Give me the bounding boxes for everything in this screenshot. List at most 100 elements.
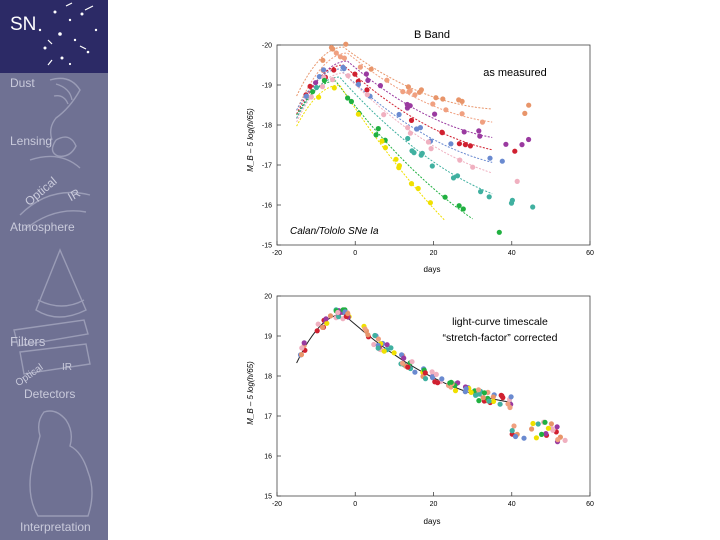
top-data-point bbox=[352, 71, 358, 77]
bottom-data-point bbox=[468, 389, 474, 395]
filters-label[interactable]: Filters bbox=[10, 334, 46, 349]
top-data-point bbox=[355, 111, 361, 117]
atmosphere-icon bbox=[19, 191, 91, 216]
top-data-point bbox=[526, 136, 532, 143]
top-data-point bbox=[313, 80, 319, 86]
top-xlabel: days bbox=[424, 265, 441, 274]
filter-icon bbox=[13, 319, 89, 347]
bottom-data-point bbox=[388, 345, 394, 351]
top-data-point bbox=[514, 178, 520, 184]
bottom-data-point bbox=[405, 364, 411, 370]
bottom-data-point bbox=[498, 392, 504, 398]
top-data-point bbox=[313, 84, 320, 91]
bottom-annotation-line2: “stretch-factor” corrected bbox=[443, 332, 558, 344]
top-data-point bbox=[508, 200, 515, 206]
top-data-point bbox=[530, 204, 536, 210]
top-annotation: as measured bbox=[483, 67, 547, 79]
bottom-ytick-label: 20 bbox=[264, 294, 272, 301]
top-data-point bbox=[526, 102, 532, 108]
bottom-data-point bbox=[299, 345, 305, 351]
bottom-data-point bbox=[452, 388, 459, 394]
detector-icon bbox=[19, 343, 91, 375]
bottom-data-point bbox=[497, 401, 503, 407]
dust-label[interactable]: Dust bbox=[10, 76, 35, 90]
bottom-data-point bbox=[375, 336, 381, 342]
top-data-point bbox=[496, 229, 502, 235]
top-data-point bbox=[486, 194, 492, 200]
top-data-point bbox=[316, 74, 322, 80]
top-data-point bbox=[343, 41, 349, 47]
bottom-data-point bbox=[384, 342, 390, 348]
bottom-data-point bbox=[530, 420, 536, 427]
top-data-point bbox=[429, 163, 435, 169]
bottom-data-point bbox=[555, 437, 561, 443]
top-fit-line-red bbox=[296, 64, 493, 151]
top-data-point bbox=[364, 87, 370, 93]
top-data-point bbox=[460, 206, 466, 212]
top-data-point bbox=[411, 150, 417, 156]
bottom-data-point bbox=[507, 404, 513, 411]
bottom-data-point bbox=[535, 421, 541, 427]
top-data-point bbox=[345, 95, 351, 101]
bottom-data-point bbox=[301, 340, 307, 346]
top-data-point bbox=[345, 73, 351, 79]
detectors-label[interactable]: Detectors bbox=[24, 387, 76, 401]
bottom-data-point bbox=[511, 423, 517, 429]
top-data-point bbox=[479, 119, 486, 125]
bottom-xtick-label: 40 bbox=[508, 501, 516, 508]
top-data-point bbox=[308, 94, 314, 100]
bottom-data-point bbox=[315, 321, 321, 327]
top-xtick-label: 60 bbox=[586, 250, 594, 257]
top-data-point bbox=[478, 189, 484, 195]
top-xtick-label: 0 bbox=[353, 250, 357, 257]
top-data-point bbox=[512, 148, 518, 154]
bottom-data-point bbox=[323, 316, 329, 322]
top-fit-line-teal bbox=[296, 76, 493, 195]
top-data-point bbox=[425, 139, 431, 145]
top-data-point bbox=[522, 110, 528, 116]
top-data-point bbox=[400, 89, 406, 95]
top-data-point bbox=[456, 203, 462, 209]
interpretation-label[interactable]: Interpretation bbox=[20, 520, 91, 534]
top-data-point bbox=[457, 157, 463, 163]
top-data-point bbox=[396, 111, 402, 118]
top-data-point bbox=[348, 98, 354, 105]
sn-nav-box[interactable]: SN bbox=[0, 0, 108, 73]
bottom-data-point bbox=[543, 431, 549, 437]
top-data-point bbox=[331, 67, 337, 73]
lensing-label[interactable]: Lensing bbox=[10, 134, 53, 148]
bottom-data-point bbox=[542, 419, 548, 425]
top-ytick-label: -15 bbox=[262, 243, 272, 250]
top-data-point bbox=[316, 94, 322, 100]
bottom-data-point bbox=[327, 313, 334, 319]
top-data-point bbox=[355, 81, 362, 87]
top-xtick-label: -20 bbox=[272, 250, 282, 257]
top-chart-title: B Band bbox=[414, 29, 450, 41]
bottom-data-point bbox=[409, 359, 415, 365]
top-data-point bbox=[433, 95, 439, 101]
top-data-point bbox=[419, 150, 425, 156]
top-data-point bbox=[440, 96, 446, 102]
telescope-icon bbox=[35, 248, 87, 318]
top-data-point bbox=[377, 83, 383, 89]
atmosphere-label[interactable]: Atmosphere bbox=[10, 220, 75, 234]
top-ytick-label: -17 bbox=[262, 163, 272, 170]
bottom-data-point bbox=[512, 433, 519, 440]
bottom-data-point bbox=[486, 398, 492, 404]
top-data-point bbox=[330, 46, 336, 52]
sn-label: SN bbox=[10, 14, 37, 35]
bottom-data-point bbox=[490, 394, 496, 400]
top-data-point bbox=[319, 84, 326, 90]
top-data-point bbox=[476, 128, 482, 134]
bottom-data-point bbox=[462, 389, 468, 395]
bottom-ytick-label: 17 bbox=[264, 414, 272, 421]
top-data-point bbox=[333, 50, 339, 56]
top-xtick-label: 20 bbox=[430, 250, 438, 257]
ir-filter-label[interactable]: IR bbox=[62, 362, 72, 373]
top-legend-text: Calan/Tololo SNe Ia bbox=[290, 226, 379, 237]
top-data-point bbox=[407, 88, 413, 94]
top-data-point bbox=[373, 132, 379, 138]
top-data-point bbox=[412, 92, 418, 98]
top-data-point bbox=[432, 111, 438, 117]
